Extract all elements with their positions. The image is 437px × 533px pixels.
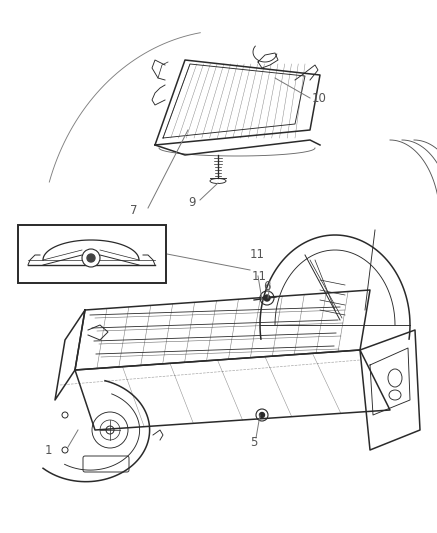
Text: 6: 6 — [263, 279, 271, 293]
Ellipse shape — [388, 369, 402, 387]
Circle shape — [106, 426, 114, 434]
Ellipse shape — [210, 179, 226, 183]
Circle shape — [62, 412, 68, 418]
Circle shape — [62, 447, 68, 453]
Text: 7: 7 — [130, 204, 138, 216]
Circle shape — [260, 413, 264, 417]
Text: 1: 1 — [45, 443, 52, 456]
Circle shape — [264, 295, 270, 301]
Circle shape — [100, 420, 120, 440]
Circle shape — [256, 409, 268, 421]
Bar — [18, 225, 166, 283]
Circle shape — [87, 254, 95, 262]
Ellipse shape — [389, 390, 401, 400]
Text: 11: 11 — [250, 248, 265, 262]
Text: 9: 9 — [188, 196, 195, 208]
FancyBboxPatch shape — [83, 456, 129, 472]
Text: 10: 10 — [312, 92, 327, 104]
Circle shape — [82, 249, 100, 267]
Text: 5: 5 — [250, 435, 257, 448]
Circle shape — [92, 412, 128, 448]
Text: 11: 11 — [252, 270, 267, 282]
Circle shape — [260, 291, 274, 305]
